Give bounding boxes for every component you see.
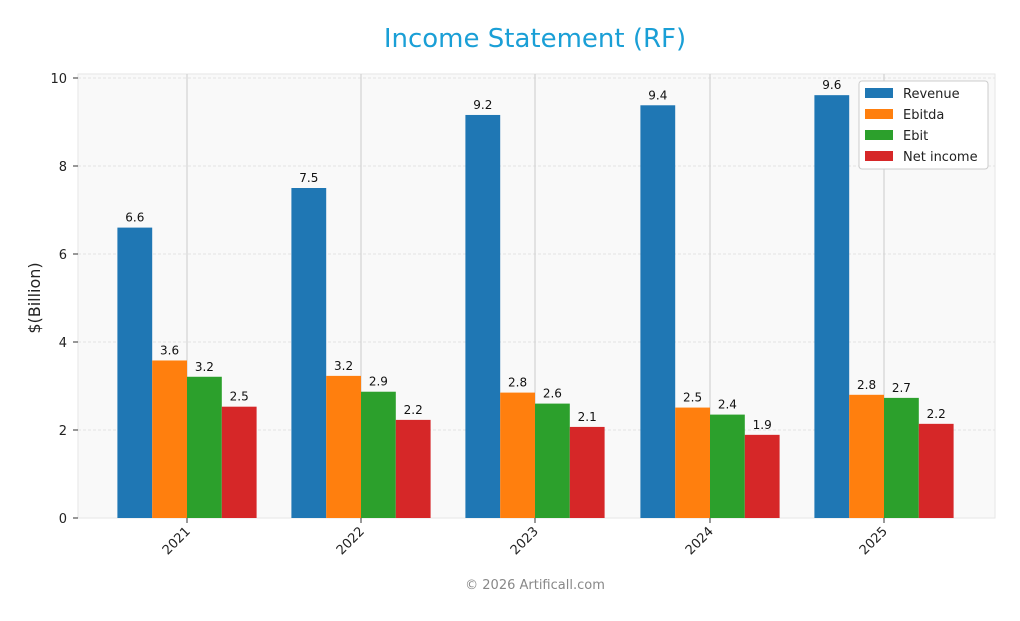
bar-data-label: 2.2 [404, 403, 423, 417]
y-axis-label: $(Billion) [25, 262, 44, 333]
bar-data-label: 2.1 [578, 410, 597, 424]
legend-label: Ebitda [903, 108, 944, 123]
y-tick-label: 0 [59, 512, 67, 527]
y-tick-label: 2 [59, 424, 67, 439]
bar-revenue-2024 [640, 105, 676, 518]
bar-net-income-2024 [744, 434, 780, 518]
x-tick-label: 2025 [857, 524, 891, 558]
bar-data-label: 2.2 [927, 407, 946, 421]
bar-data-label: 2.5 [683, 391, 702, 405]
chart-title: Income Statement (RF) [384, 24, 686, 54]
bar-data-label: 6.6 [125, 211, 144, 225]
legend-box [858, 80, 989, 170]
bar-data-label: 3.2 [195, 360, 214, 374]
bar-ebit-2022 [361, 391, 396, 518]
bar-data-label: 7.5 [299, 171, 318, 185]
bar-ebit-2021 [187, 376, 222, 518]
bar-revenue-2022 [291, 188, 327, 518]
bar-revenue-2025 [814, 95, 850, 518]
bar-revenue-2023 [465, 114, 501, 519]
bar-data-label: 2.9 [369, 375, 388, 389]
bar-data-label: 3.6 [160, 343, 179, 357]
x-tick-label: 2023 [508, 524, 542, 558]
legend-swatch [865, 88, 893, 98]
y-tick-label: 4 [59, 336, 67, 351]
bar-ebit-2025 [884, 397, 919, 518]
legend-label: Net income [903, 150, 978, 165]
bar-revenue-2021 [117, 227, 153, 518]
bar-net-income-2022 [395, 419, 431, 518]
legend-swatch [865, 130, 893, 140]
bar-net-income-2023 [569, 426, 605, 518]
y-tick-label: 8 [59, 160, 67, 175]
legend-label: Ebit [903, 129, 928, 144]
bar-ebit-2024 [710, 414, 745, 518]
bar-data-label: 2.7 [892, 381, 911, 395]
y-tick-label: 10 [50, 72, 67, 87]
bar-ebitda-2021 [152, 360, 187, 518]
bar-data-label: 1.9 [753, 418, 772, 432]
bar-data-label: 2.8 [857, 378, 876, 392]
bar-net-income-2025 [918, 423, 954, 518]
legend-swatch [865, 151, 893, 161]
bar-data-label: 2.6 [543, 387, 562, 401]
bar-data-label: 9.4 [648, 88, 667, 102]
bar-data-label: 2.4 [718, 398, 737, 412]
bar-net-income-2021 [221, 406, 257, 518]
y-tick-label: 6 [59, 248, 67, 263]
bar-data-label: 9.2 [473, 98, 492, 112]
bar-ebitda-2024 [675, 407, 710, 518]
legend-swatch [865, 109, 893, 119]
bar-data-label: 9.6 [822, 78, 841, 92]
bar-ebitda-2023 [500, 392, 535, 518]
x-tick-label: 2024 [683, 524, 717, 558]
x-tick-label: 2022 [334, 524, 368, 558]
copyright-footer: © 2026 Artificall.com [465, 578, 605, 593]
legend: Revenue Ebitda Ebit Net income [858, 80, 989, 170]
bar-data-label: 2.8 [508, 376, 527, 390]
x-tick-label: 2021 [160, 524, 194, 558]
bar-ebit-2023 [535, 403, 570, 518]
bar-data-label: 3.2 [334, 359, 353, 373]
bar-data-label: 2.5 [230, 390, 249, 404]
legend-label: Revenue [903, 87, 960, 102]
bar-ebitda-2022 [326, 375, 361, 518]
bar-ebitda-2025 [849, 394, 884, 518]
